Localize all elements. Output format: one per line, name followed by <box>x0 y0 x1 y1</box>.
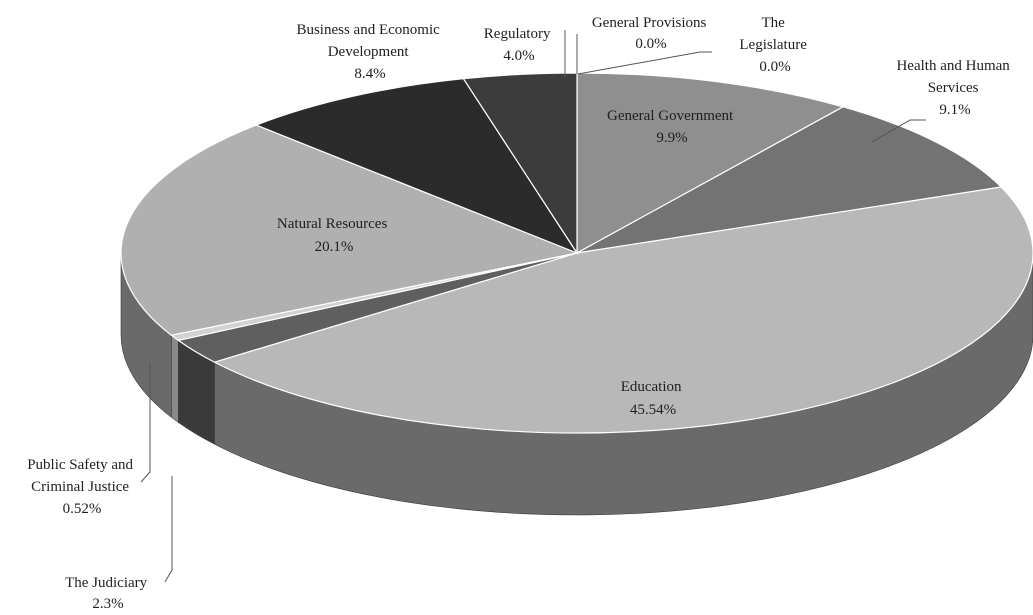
label-regulatory-name: Regulatory <box>484 26 551 42</box>
label-the-legislature-value: 0.0% <box>759 59 790 75</box>
label-health-and-human-services-value: 9.1% <box>939 102 970 118</box>
label-business-and-economic-development: Business and Economic Development 8.4% <box>296 22 443 82</box>
label-education-name: Education <box>621 379 682 395</box>
label-public-safety-and-criminal-justice: Public Safety and Criminal Justice 0.52% <box>27 457 137 517</box>
leader-lines <box>140 30 926 583</box>
pie-slice-natural-resources <box>120 124 580 336</box>
label-the-judiciary-value: 2.3% <box>92 596 123 612</box>
label-natural-resources-name: Natural Resources <box>277 216 388 232</box>
pie-slice-business-and-economic-development <box>254 78 579 255</box>
leader-line-the-judiciary <box>164 476 173 583</box>
label-general-provisions-name: General Provisions <box>592 15 707 31</box>
label-health-and-human-services: Health and Human Services 9.1% <box>896 58 1013 118</box>
label-general-government-value: 9.9% <box>656 130 687 146</box>
label-the-judiciary-name: The Judiciary <box>65 575 148 591</box>
label-regulatory: Regulatory 4.0% <box>484 26 554 64</box>
label-education-value: 45.54% <box>630 402 676 418</box>
label-business-value: 8.4% <box>354 66 385 82</box>
label-the-legislature: The Legislature 0.0% <box>739 15 810 75</box>
pie-slice-health-and-human-services <box>576 106 1003 254</box>
label-business-line1: Business and Economic <box>296 22 440 38</box>
pie-slice-general-government <box>576 72 845 255</box>
label-natural-resources-value: 20.1% <box>315 239 354 255</box>
pie-slice-education <box>212 186 1033 434</box>
pie-top <box>120 72 1033 434</box>
label-public-safety-line2: Criminal Justice <box>31 479 129 495</box>
label-the-legislature-line1: The <box>761 15 785 31</box>
label-general-government: General Government 9.9% <box>607 108 737 146</box>
label-general-government-name: General Government <box>607 108 734 124</box>
label-public-safety-value: 0.52% <box>63 501 102 517</box>
leader-line-health-and-human-services <box>871 119 926 143</box>
pie-side-public-safety-and-criminal-justice <box>171 334 179 423</box>
leader-line-the-legislature <box>577 51 712 75</box>
label-business-line2: Development <box>328 44 410 60</box>
label-education: Education 45.54% <box>621 379 686 418</box>
label-public-safety-line1: Public Safety and <box>27 457 133 473</box>
leader-line-public-safety <box>140 362 151 483</box>
label-health-and-human-services-line2: Services <box>928 80 979 96</box>
label-the-judiciary: The Judiciary 2.3% <box>65 575 151 612</box>
label-regulatory-value: 4.0% <box>503 48 534 64</box>
label-health-and-human-services-line1: Health and Human <box>896 58 1010 74</box>
label-general-provisions-value: 0.0% <box>635 36 666 52</box>
label-natural-resources: Natural Resources 20.1% <box>277 216 391 255</box>
label-the-legislature-line2: Legislature <box>739 37 807 53</box>
pie-sides <box>120 252 1033 516</box>
label-general-provisions: General Provisions 0.0% <box>592 15 710 52</box>
